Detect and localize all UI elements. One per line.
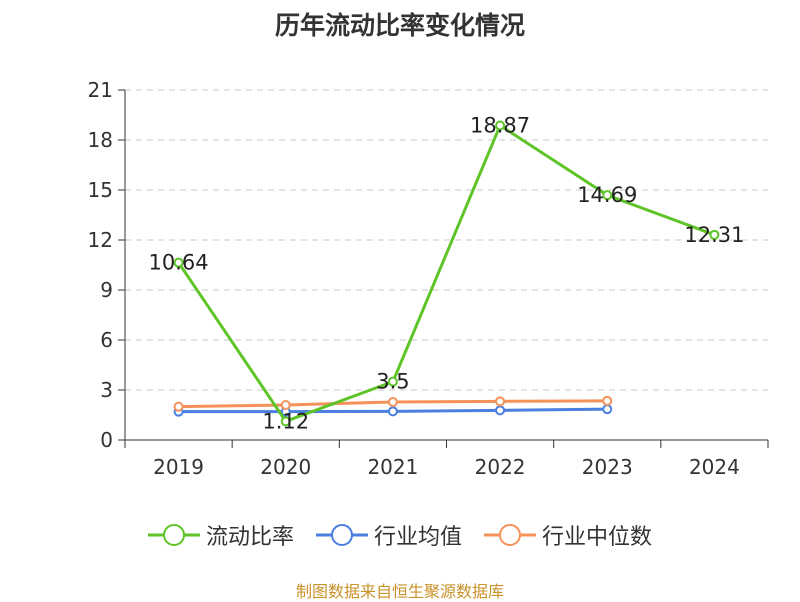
x-tick-label: 2022 (475, 455, 526, 479)
y-tick-label: 21 (88, 78, 113, 102)
legend-item-industry-mean[interactable]: 行业均值 (315, 519, 462, 551)
data-label: 12.31 (684, 223, 744, 247)
legend-marker (162, 524, 185, 546)
data-point[interactable] (602, 404, 613, 415)
data-label: 14.69 (577, 183, 637, 207)
data-point[interactable] (495, 396, 506, 407)
grid-lines (125, 89, 768, 391)
data-label: 10.64 (149, 251, 209, 275)
data-point[interactable] (709, 229, 720, 240)
legend-swatch-current-ratio (147, 524, 200, 546)
legend-marker (330, 524, 353, 546)
data-point[interactable] (387, 406, 398, 417)
axes: 0 3 6 9 12 15 18 21 2019 2020 2021 2022 2023 2024 (88, 78, 769, 479)
data-point[interactable] (387, 376, 398, 387)
data-label: 3.5 (376, 370, 409, 394)
data-point[interactable] (602, 395, 613, 406)
data-point[interactable] (173, 401, 184, 412)
x-tick-label: 2023 (582, 455, 633, 479)
data-point[interactable] (495, 120, 506, 131)
y-tick-label: 15 (88, 178, 113, 202)
legend-item-industry-median[interactable]: 行业中位数 (484, 519, 652, 551)
series-line (177, 124, 715, 423)
y-tick-label: 12 (88, 228, 113, 252)
y-tick-label: 9 (100, 278, 113, 302)
y-tick-label: 0 (100, 428, 113, 452)
legend-marker (499, 524, 521, 546)
data-point[interactable] (173, 257, 184, 268)
series-lines (173, 120, 720, 427)
data-point[interactable] (495, 405, 506, 416)
data-point[interactable] (280, 416, 291, 427)
y-tick-label: 6 (100, 328, 113, 352)
data-labels: 10.64 1.12 3.5 18.87 14.69 12.31 (149, 114, 745, 434)
x-tick-label: 2021 (367, 455, 418, 479)
legend-label-industry-mean: 行业均值 (373, 525, 462, 550)
y-tick-label: 3 (100, 378, 113, 402)
legend-item-current-ratio[interactable]: 流动比率 (147, 519, 294, 551)
data-label: 1.12 (262, 409, 309, 433)
legend-swatch-industry-median (484, 524, 536, 546)
legend-label-industry-median: 行业中位数 (542, 525, 653, 550)
data-source-note: 制图数据来自恒生聚源数据库 (295, 582, 504, 601)
legend-swatch-industry-mean (315, 524, 368, 546)
x-tick-label: 2019 (153, 455, 204, 479)
x-tick-label: 2024 (689, 455, 740, 479)
y-tick-label: 18 (88, 128, 113, 152)
data-point[interactable] (602, 190, 613, 201)
data-label: 18.87 (470, 114, 530, 138)
x-tick-label: 2020 (260, 455, 311, 479)
legend-label-current-ratio: 流动比率 (205, 525, 294, 550)
data-point[interactable] (280, 400, 291, 410)
data-point[interactable] (387, 397, 398, 407)
legend: 流动比率 行业均值 行业中位数 (0, 519, 800, 551)
chart-title: 历年流动比率变化情况 (274, 11, 525, 40)
